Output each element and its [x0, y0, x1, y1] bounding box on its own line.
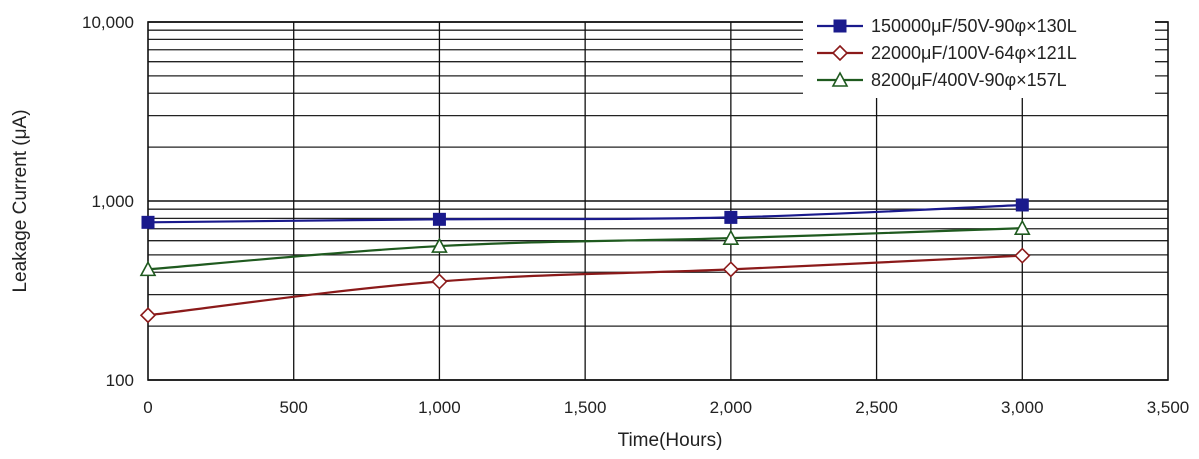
series-3-point: [1013, 219, 1031, 235]
x-tick-label: 2,000: [710, 398, 753, 417]
x-tick-label: 0: [143, 398, 152, 417]
legend-marker: [831, 71, 849, 87]
x-axis-title: Time(Hours): [618, 430, 723, 451]
legend-marker: [831, 44, 849, 62]
x-tick-label: 3,000: [1001, 398, 1044, 417]
y-tick-label: 100: [106, 371, 134, 390]
series-line-1: [147, 203, 1023, 224]
legend-label-3: 8200μF/400V-90φ×157L: [871, 70, 1067, 90]
y-tick-label: 10,000: [82, 13, 134, 32]
series-3-point: [139, 260, 157, 277]
series-1-point: [724, 210, 738, 224]
series-line-3: [147, 227, 1023, 271]
x-tick-label: 1,500: [564, 398, 607, 417]
series-2-point: [722, 261, 739, 278]
legend-label-1: 150000μF/50V-90φ×130L: [871, 16, 1077, 36]
series-1-point: [1015, 198, 1029, 212]
y-axis-title: Leakage Current (μA): [10, 109, 31, 292]
x-tick-label: 2,500: [855, 398, 898, 417]
x-tick-label: 3,500: [1147, 398, 1190, 417]
series-2-point: [1014, 247, 1031, 264]
series-2-point: [431, 273, 448, 290]
x-tick-label: 500: [280, 398, 308, 417]
series-1-point: [432, 212, 446, 226]
series-3-point: [431, 237, 448, 253]
plot-frame: [147, 21, 1169, 381]
series-line-2: [147, 254, 1023, 317]
legend-marker: [833, 19, 847, 33]
series-2-point: [139, 307, 157, 324]
y-tick-label: 1,000: [91, 192, 134, 211]
legend-label-2: 22000μF/100V-64φ×121L: [871, 43, 1077, 63]
x-tick-label: 1,000: [418, 398, 461, 417]
series-3-point: [722, 229, 740, 245]
series-1-point: [141, 215, 155, 229]
